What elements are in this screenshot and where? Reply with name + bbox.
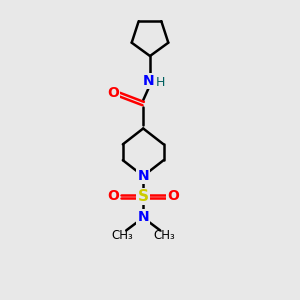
Text: N: N: [143, 74, 155, 88]
Text: O: O: [167, 189, 179, 203]
Text: N: N: [137, 210, 149, 224]
Text: S: S: [138, 189, 149, 204]
Text: CH₃: CH₃: [153, 229, 175, 242]
Text: CH₃: CH₃: [111, 229, 133, 242]
Text: N: N: [137, 169, 149, 183]
Text: O: O: [107, 86, 119, 100]
Text: H: H: [155, 76, 165, 88]
Text: O: O: [107, 189, 119, 203]
